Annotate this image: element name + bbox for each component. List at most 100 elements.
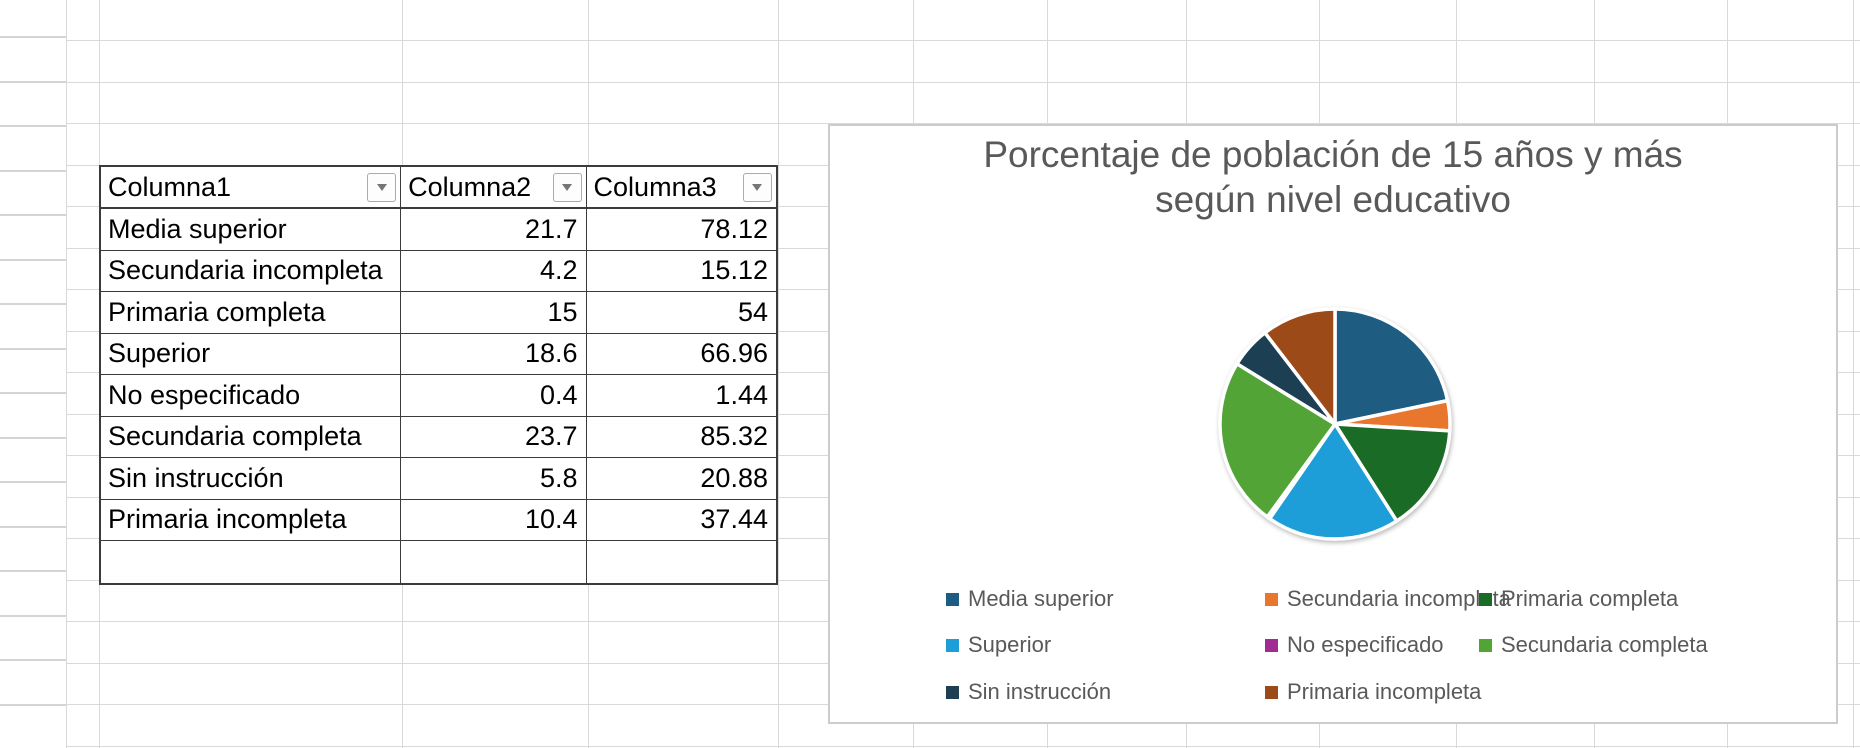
table-cell-value[interactable]: 78.12 (700, 213, 768, 244)
row-header-line (0, 36, 66, 38)
legend-item-secundaria-completa[interactable]: Secundaria completa (1479, 632, 1708, 658)
pie-slice-secundaria-completa[interactable] (1218, 361, 1338, 520)
table-row: Secundaria incompleta 4.2 15.12 (101, 250, 776, 292)
table-cell-value[interactable]: 15.12 (700, 255, 768, 286)
row-header-line (0, 392, 66, 394)
filter-button-columna3[interactable] (742, 172, 772, 202)
legend-item-media-superior[interactable]: Media superior (946, 586, 1114, 612)
table-cell-empty[interactable] (101, 541, 402, 583)
table-cell-value[interactable]: 85.32 (700, 421, 768, 452)
grid-column-line (66, 0, 67, 748)
legend-swatch-icon (946, 685, 959, 699)
table-cell-empty[interactable] (587, 541, 776, 583)
pie-slice-primaria-completa[interactable] (1331, 422, 1452, 524)
row-header-line (0, 659, 66, 661)
filter-button-columna2[interactable] (552, 172, 582, 202)
table-cell-value[interactable]: 15 (401, 292, 587, 333)
row-header-line (0, 214, 66, 216)
table-row: Primaria completa 15 54 (101, 292, 776, 334)
legend-label: Media superior (968, 586, 1114, 611)
pie-slice-media-superior[interactable] (1333, 307, 1450, 427)
table-cell-value[interactable]: 37.44 (700, 504, 768, 535)
legend-item-primaria-incompleta[interactable]: Primaria incompleta (1265, 679, 1481, 705)
pie-chart-object[interactable]: Porcentaje de población de 15 años y más… (828, 124, 1838, 724)
legend-swatch-icon (946, 592, 959, 606)
pie-slice-superior[interactable] (1267, 420, 1400, 541)
table-header-cell-columna2[interactable]: Columna2 (401, 167, 587, 207)
column-header-label: Columna1 (108, 171, 232, 202)
table-cell-value[interactable]: 21.7 (401, 209, 587, 250)
filter-dropdown-icon (376, 183, 387, 191)
table-cell-value[interactable]: 4.2 (401, 250, 587, 291)
chart-title-text: Porcentaje de población de 15 años y más… (983, 134, 1683, 220)
legend-swatch-icon (1265, 592, 1278, 606)
pie-slice-primaria-incompleta[interactable] (1262, 307, 1337, 430)
table-cell-category[interactable]: Sin instrucción (101, 458, 402, 499)
table-cell-category[interactable]: Superior (101, 333, 402, 374)
table-cell-category[interactable]: Media superior (101, 209, 402, 250)
legend-item-secundaria-incompleta[interactable]: Secundaria incompleta (1265, 586, 1511, 612)
table-cell-value[interactable]: 10.4 (401, 499, 587, 540)
legend-label: Superior (968, 632, 1052, 657)
table-cell-value[interactable]: 18.6 (401, 333, 587, 374)
row-header-line (0, 570, 66, 572)
legend-item-superior[interactable]: Superior (946, 632, 1051, 658)
table-cell-value[interactable]: 1.44 (715, 379, 768, 410)
table-cell-value[interactable]: 66.96 (700, 338, 768, 369)
table-header-cell-columna3[interactable]: Columna3 (587, 167, 776, 207)
legend-swatch-icon (946, 638, 959, 652)
pie-chart[interactable] (1200, 289, 1470, 559)
table-cell-value[interactable]: 20.88 (700, 462, 768, 493)
table-row: Sin instrucción 5.8 20.88 (101, 458, 776, 500)
grid-row-line (66, 745, 1860, 747)
row-header-line (0, 258, 66, 261)
table-empty-row (101, 541, 776, 583)
filter-dropdown-icon (752, 183, 763, 191)
legend-swatch-icon (1265, 685, 1278, 699)
row-header-line (0, 481, 66, 483)
row-header-line (0, 436, 66, 439)
legend-swatch-icon (1265, 638, 1278, 652)
legend-item-no-especificado[interactable]: No especificado (1265, 632, 1444, 658)
column-header-label: Columna2 (408, 171, 532, 202)
table-cell-category[interactable]: No especificado (101, 375, 402, 416)
filter-button-columna1[interactable] (367, 172, 397, 202)
legend-label: Secundaria completa (1501, 632, 1708, 657)
table-cell-category[interactable]: Primaria completa (101, 292, 402, 333)
table-header-cell-columna1[interactable]: Columna1 (101, 167, 402, 207)
table-row: Superior 18.6 66.96 (101, 333, 776, 375)
legend-label: Sin instrucción (968, 679, 1112, 704)
table-cell-value[interactable]: 54 (737, 296, 768, 327)
legend-swatch-icon (1479, 638, 1492, 652)
table-row: Media superior 21.7 78.12 (101, 209, 776, 251)
legend-item-primaria-completa[interactable]: Primaria completa (1479, 586, 1678, 612)
legend-item-sin-instruccion[interactable]: Sin instrucción (946, 679, 1111, 705)
table-header-row: Columna1 Columna2 Columna3 (101, 167, 776, 209)
table-cell-category[interactable]: Secundaria completa (101, 416, 402, 457)
table-cell-value[interactable]: 0.4 (401, 375, 587, 416)
row-header-line (0, 169, 66, 172)
table-cell-category[interactable]: Secundaria incompleta (101, 250, 402, 291)
row-header-strip (0, 0, 66, 748)
grid-row-line (66, 81, 1860, 83)
grid-row-line (66, 123, 1860, 124)
table-cell-value[interactable]: 5.8 (401, 458, 587, 499)
column-header-label: Columna3 (593, 171, 717, 202)
grid-column-line (1853, 0, 1854, 748)
grid-column-line (778, 0, 779, 748)
row-header-line (0, 525, 66, 528)
data-table: Columna1 Columna2 Columna3 Media superior 21… (99, 165, 778, 585)
table-cell-category[interactable]: Primaria incompleta (101, 499, 402, 540)
table-cell-empty[interactable] (401, 541, 587, 583)
grid-row-line (66, 40, 1860, 41)
chart-title[interactable]: Porcentaje de población de 15 años y más… (830, 132, 1836, 222)
row-header-line (0, 125, 66, 127)
legend-label: No especificado (1287, 632, 1444, 657)
table-row: Primaria incompleta 10.4 37.44 (101, 499, 776, 541)
table-cell-value[interactable]: 23.7 (401, 416, 587, 457)
legend-label: Primaria incompleta (1287, 679, 1482, 704)
row-header-line (0, 80, 66, 83)
table-row: No especificado 0.4 1.44 (101, 375, 776, 417)
legend-label: Primaria completa (1501, 586, 1679, 611)
